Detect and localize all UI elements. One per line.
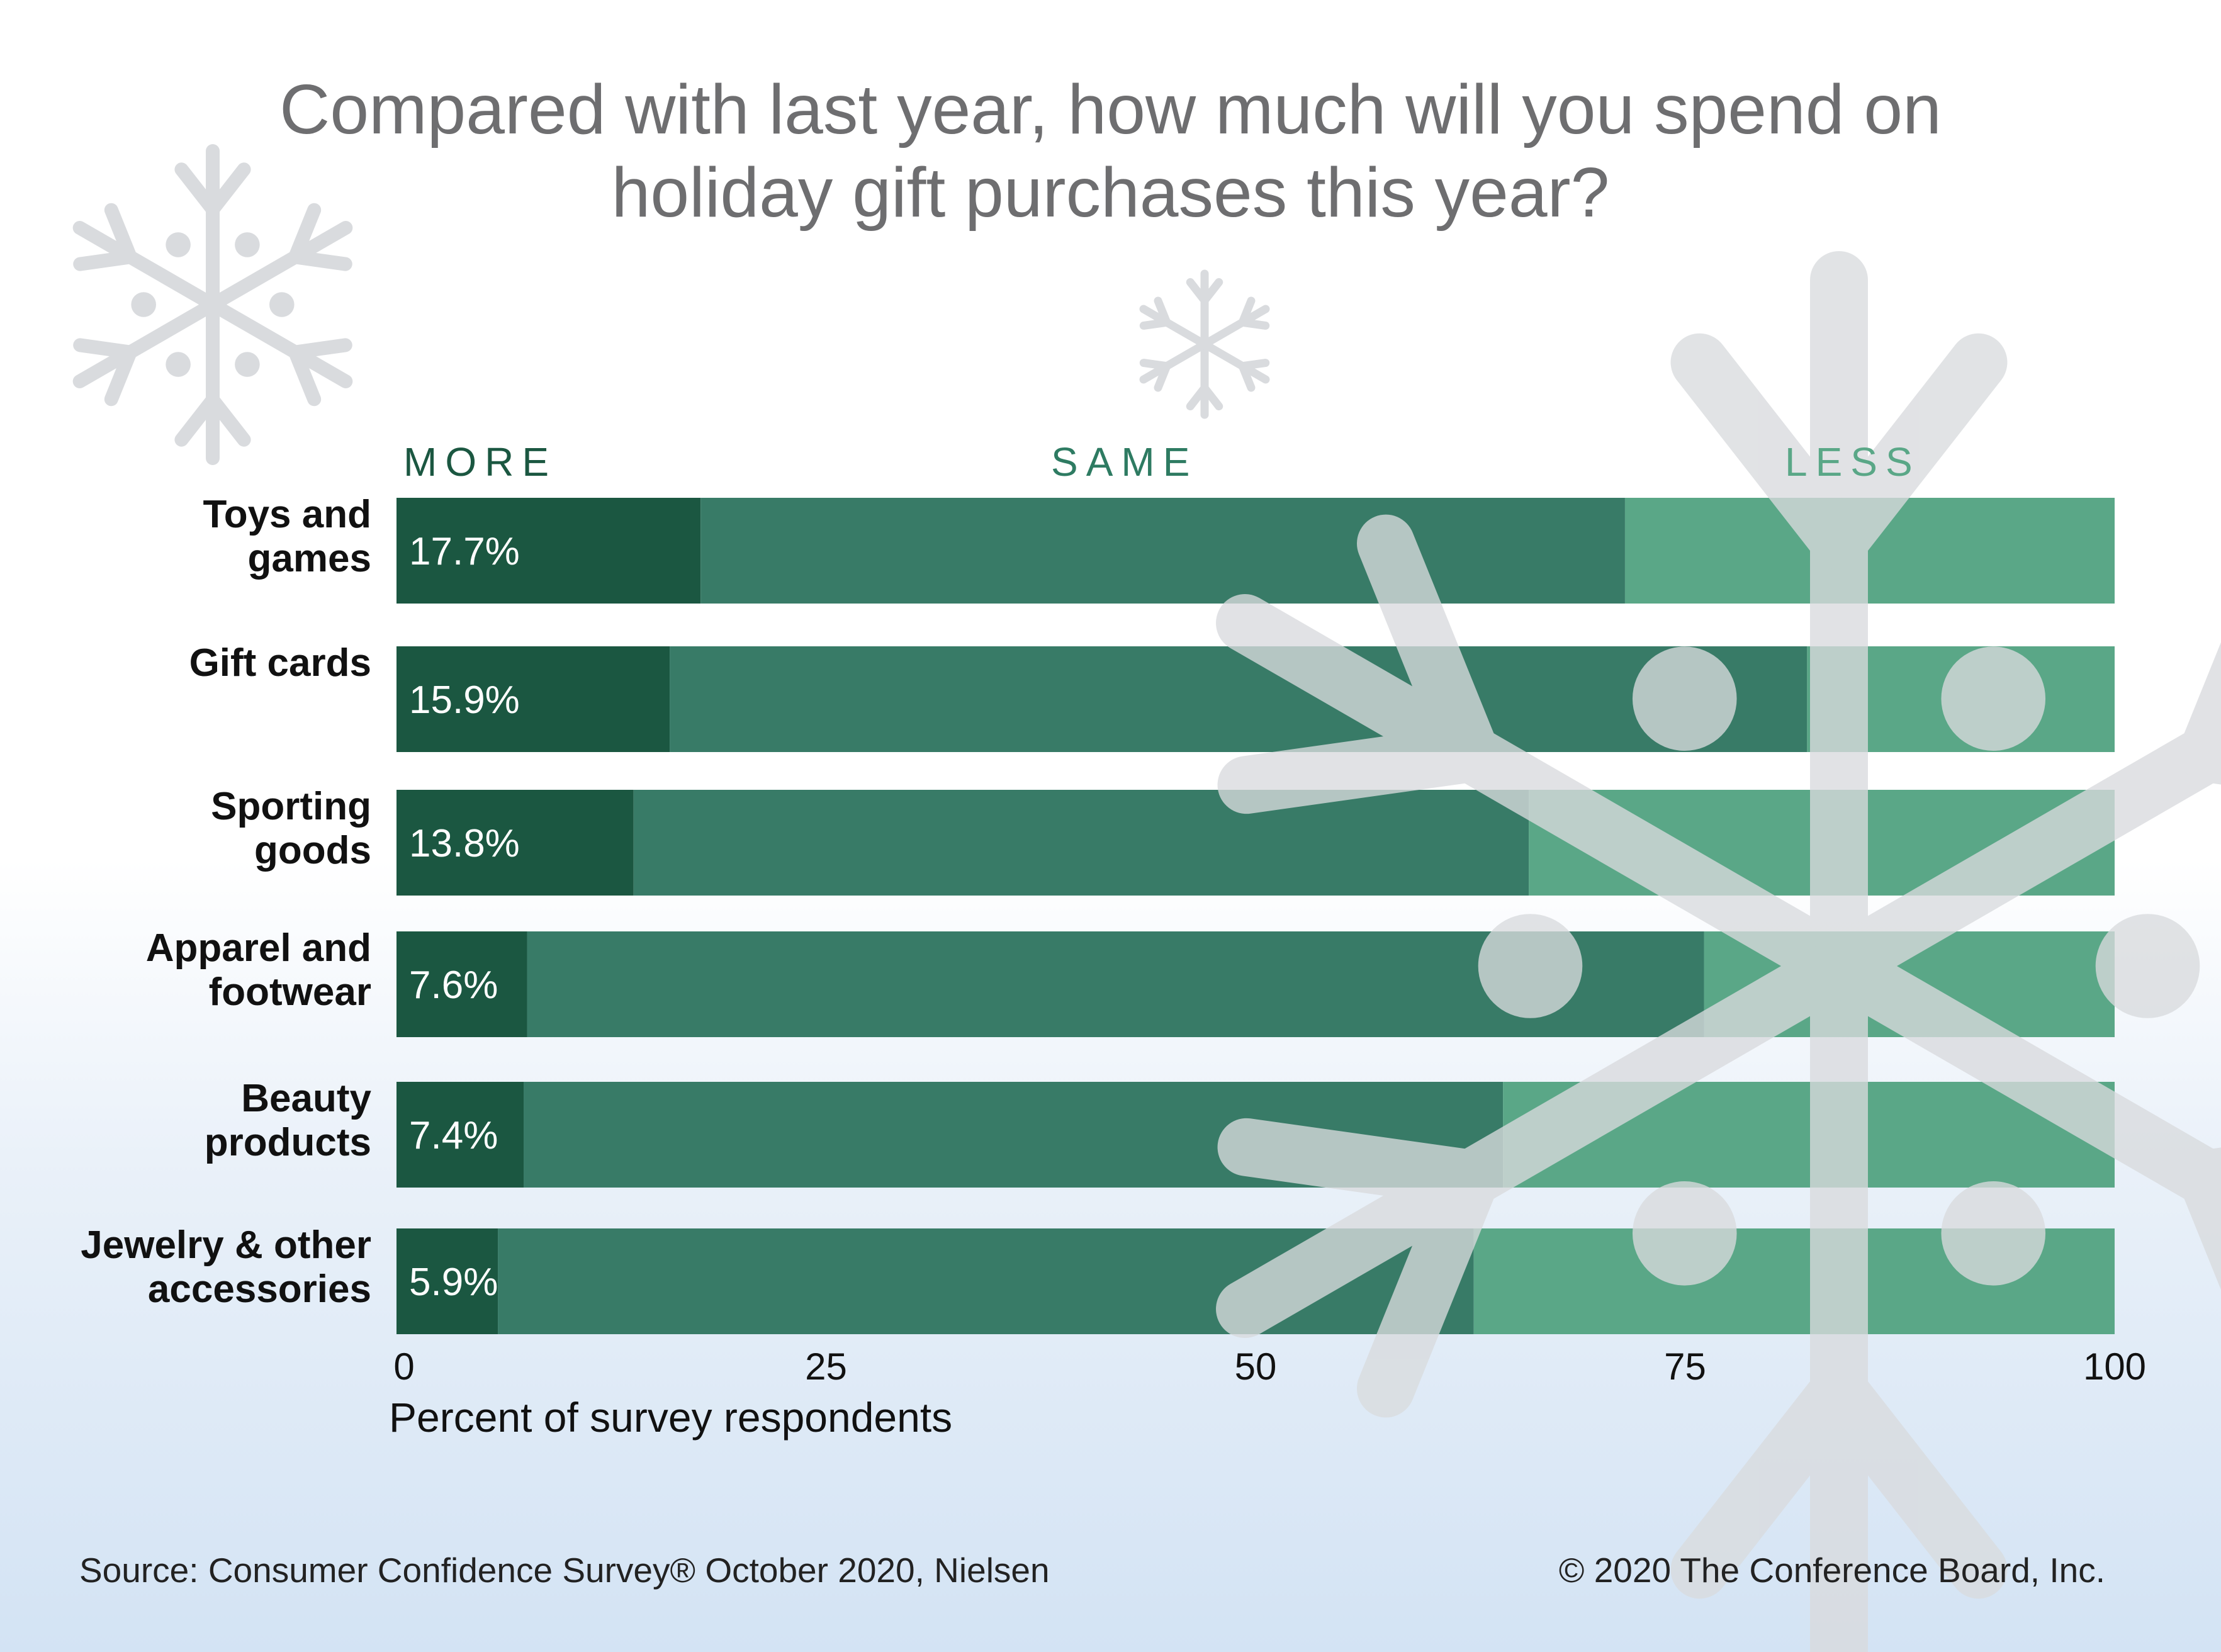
bar-value-label-1: 17.7% xyxy=(409,530,520,573)
category-label-line: Beauty xyxy=(241,1077,371,1120)
chart-title: Compared with last year, how much will y… xyxy=(0,68,2221,234)
x-axis-label: Percent of survey respondents xyxy=(389,1394,953,1441)
bar-more-2 xyxy=(396,646,670,752)
category-label-5: Beauty products xyxy=(25,1077,371,1165)
source-note: Source: Consumer Confidence Survey® Octo… xyxy=(79,1551,1050,1590)
chart-title-line-1: Compared with last year, how much will y… xyxy=(279,70,1942,149)
bar-more-3 xyxy=(396,790,634,896)
category-label-1: Toys and games xyxy=(25,493,371,581)
category-label-line: Apparel and xyxy=(145,926,371,970)
bar-same-2 xyxy=(670,646,1808,752)
category-label-line: accessories xyxy=(147,1267,371,1311)
chart-title-line-2: holiday gift purchases this year? xyxy=(611,154,1610,232)
category-label-line: Jewelry & other xyxy=(81,1223,371,1267)
category-label-line: products xyxy=(204,1121,371,1164)
bar-value-label-3: 13.8% xyxy=(409,822,520,865)
category-label-4: Apparel and footwear xyxy=(25,926,371,1014)
x-tick-label-50: 50 xyxy=(1234,1346,1277,1388)
snowflake-icon-left xyxy=(72,144,353,465)
legend-more: MORE xyxy=(403,439,557,485)
category-label-3: Sporting goods xyxy=(25,785,371,873)
category-label-line: goods xyxy=(254,829,371,872)
x-tick-label-100: 100 xyxy=(2083,1346,2147,1388)
snowflake-icon-large xyxy=(1216,251,2221,1652)
bar-value-label-5: 7.4% xyxy=(409,1114,498,1157)
bar-more-6 xyxy=(396,1228,498,1334)
bar-value-label-6: 5.9% xyxy=(409,1261,498,1304)
category-label-2: Gift cards xyxy=(25,641,371,685)
bar-same-3 xyxy=(633,790,1529,896)
x-tick-label-25: 25 xyxy=(805,1346,847,1388)
category-label-line: Sporting xyxy=(211,785,371,828)
bar-value-label-4: 7.6% xyxy=(409,964,498,1007)
category-label-line: games xyxy=(247,537,371,580)
category-label-6: Jewelry & other accessories xyxy=(25,1223,371,1312)
category-label-line: footwear xyxy=(208,970,371,1014)
bar-more-4 xyxy=(396,931,527,1037)
copyright-note: © 2020 The Conference Board, Inc. xyxy=(1558,1551,2105,1590)
bar-more-5 xyxy=(396,1082,524,1188)
bar-same-1 xyxy=(700,498,1625,604)
legend-same: SAME xyxy=(1051,439,1198,485)
snowflake-icon-small xyxy=(1139,269,1270,419)
x-tick-label-75: 75 xyxy=(1664,1346,1706,1388)
category-label-line: Gift cards xyxy=(189,641,371,685)
bar-value-label-2: 15.9% xyxy=(409,678,520,722)
category-label-line: Toys and xyxy=(203,493,371,536)
legend-less: LESS xyxy=(1785,439,1921,485)
x-tick-label-0: 0 xyxy=(393,1346,415,1388)
bar-more-1 xyxy=(396,498,701,604)
